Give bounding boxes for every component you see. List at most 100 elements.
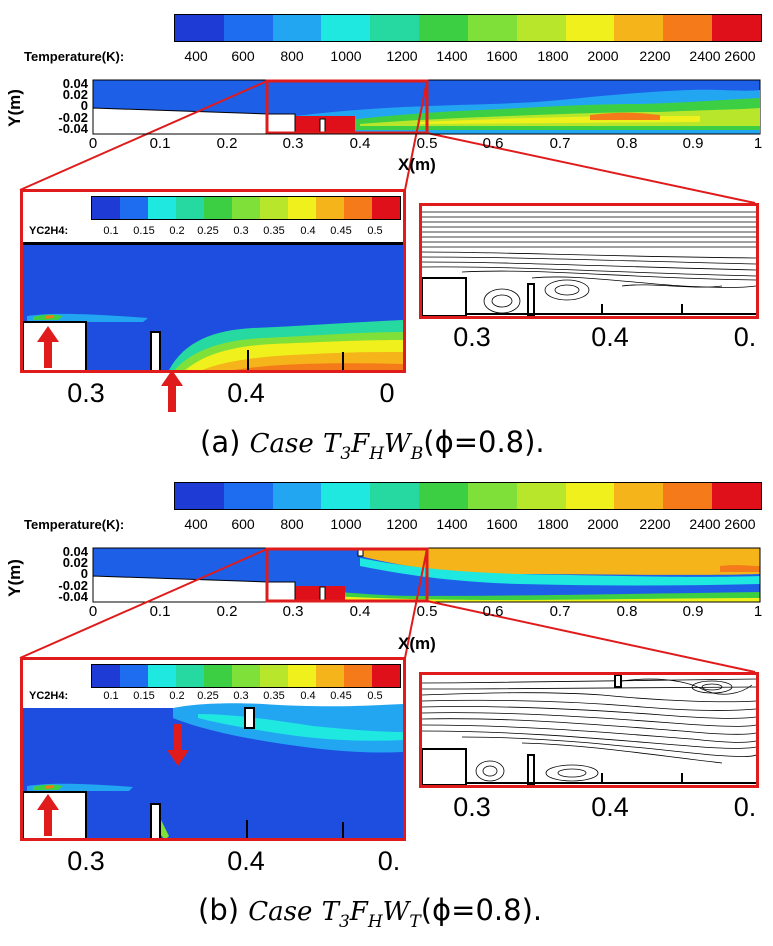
zoom-tick: 0.3	[453, 792, 491, 822]
color-swatch	[92, 665, 120, 687]
caption-f-sub: H	[367, 911, 383, 932]
zoom-window-b	[265, 547, 429, 603]
zoom-tick: 0.3	[453, 322, 491, 352]
color-swatch	[272, 483, 322, 509]
x-tick: 0.4	[349, 135, 371, 152]
x-axis-title: X(m)	[398, 634, 436, 653]
caption-w-sub: T	[409, 911, 421, 932]
x-tick: 0.3	[282, 135, 304, 152]
species-tick: 0.35	[263, 225, 285, 237]
caption-a: (a) Case T3FHWB(ϕ=0.8).	[200, 425, 545, 464]
temperature-tick: 2400	[689, 516, 721, 532]
color-swatch	[260, 197, 288, 219]
x-tick: 0.8	[616, 603, 638, 620]
temperature-colorbar	[174, 14, 762, 42]
temperature-tick: 2000	[587, 516, 619, 532]
x-tick: 0.2	[216, 603, 238, 620]
x-tick: 0.1	[149, 135, 171, 152]
caption-t-sub: 3	[338, 911, 350, 932]
temperature-tick: 1400	[436, 516, 468, 532]
temperature-tick: 600	[231, 48, 255, 64]
temperature-tick: 1200	[386, 516, 418, 532]
temperature-tick: 1600	[486, 48, 518, 64]
species-tick: 0.35	[263, 690, 285, 702]
caption-f-sub: H	[369, 443, 385, 464]
color-swatch	[175, 15, 224, 41]
species-tick: 0.3	[233, 225, 249, 237]
temperature-tick: 2400	[689, 48, 721, 64]
zoom-tick: 0.3	[67, 846, 105, 876]
color-swatch	[321, 15, 371, 41]
caption-w-sub: B	[410, 443, 424, 464]
x-tick: 0.7	[549, 603, 571, 620]
zoom-streamline-panel-a	[419, 203, 759, 319]
zoom-species-panel-a: YC2H4: 0.1 0.15 0.2 0.25 0.3 0.35 0.4 0.…	[20, 189, 406, 373]
temperature-tick: 800	[280, 48, 304, 64]
species-tick: 0.25	[197, 690, 219, 702]
y-tick: -0.04	[58, 589, 88, 604]
species-tick: 0.2	[169, 225, 185, 237]
x-tick: 0	[88, 603, 98, 620]
caption-b: (b) Case T3FHWT(ϕ=0.8).	[198, 893, 542, 932]
x-tick: 0.5	[416, 135, 438, 152]
temperature-tick: 2200	[639, 516, 671, 532]
temperature-tick: 1600	[486, 516, 518, 532]
x-tick: 0.5	[416, 603, 438, 620]
color-swatch	[260, 665, 288, 687]
y-axis-title: Y(m)	[4, 89, 24, 127]
color-swatch	[516, 483, 566, 509]
color-swatch	[176, 197, 204, 219]
color-swatch	[321, 483, 371, 509]
temperature-tick: 1400	[436, 48, 468, 64]
color-swatch	[204, 665, 232, 687]
species-tick: 0.15	[133, 225, 155, 237]
temperature-label: Temperature(K):	[24, 49, 125, 64]
color-swatch	[370, 483, 420, 509]
color-swatch	[663, 15, 713, 41]
temperature-tick: 1000	[330, 516, 362, 532]
x-tick: 1	[753, 603, 763, 620]
caption-prefix: (b)	[198, 893, 240, 927]
color-swatch	[232, 197, 260, 219]
x-tick: 0.8	[616, 135, 638, 152]
x-axis-title: X(m)	[398, 155, 436, 174]
color-swatch	[614, 483, 664, 509]
color-swatch	[148, 197, 176, 219]
caption-t: T	[322, 429, 341, 459]
zoom-tick: 0.4	[227, 846, 265, 876]
species-colorbar	[91, 664, 401, 688]
color-swatch	[272, 15, 322, 41]
caption-prefix: (a)	[200, 425, 241, 459]
temperature-tick: 1800	[537, 516, 569, 532]
x-tick: 0.2	[216, 135, 238, 152]
color-swatch	[516, 15, 566, 41]
species-tick: 0.5	[367, 225, 383, 237]
zoom-species-panel-b: YC2H4: 0.1 0.15 0.2 0.25 0.3 0.35 0.4 0.…	[20, 657, 406, 841]
x-tick: 0	[88, 135, 98, 152]
temperature-tick: 800	[280, 516, 304, 532]
caption-case: Case	[249, 429, 314, 459]
temperature-field-a	[92, 79, 761, 135]
species-tick: 0.2	[169, 690, 185, 702]
color-swatch	[316, 665, 344, 687]
caption-t: T	[321, 897, 339, 927]
species-tick: 0.4	[300, 225, 316, 237]
zoom-tick: 0	[379, 378, 395, 408]
color-swatch	[370, 15, 420, 41]
species-tick: 0.45	[330, 690, 352, 702]
y-axis-title: Y(m)	[4, 559, 24, 597]
zoom-streamline-panel-b	[419, 672, 759, 788]
species-tick: 0.45	[330, 225, 352, 237]
species-tick: 0.5	[367, 690, 383, 702]
color-swatch	[565, 483, 615, 509]
caption-w: W	[384, 429, 411, 459]
color-swatch	[419, 483, 468, 509]
color-swatch	[344, 197, 372, 219]
caption-f: F	[351, 429, 370, 459]
temperature-tick: 2600	[724, 516, 756, 532]
temperature-tick: 600	[231, 516, 255, 532]
color-swatch	[175, 483, 224, 509]
temperature-tick: 2600	[724, 48, 756, 64]
caption-case: Case	[248, 897, 313, 927]
color-swatch	[92, 197, 120, 219]
